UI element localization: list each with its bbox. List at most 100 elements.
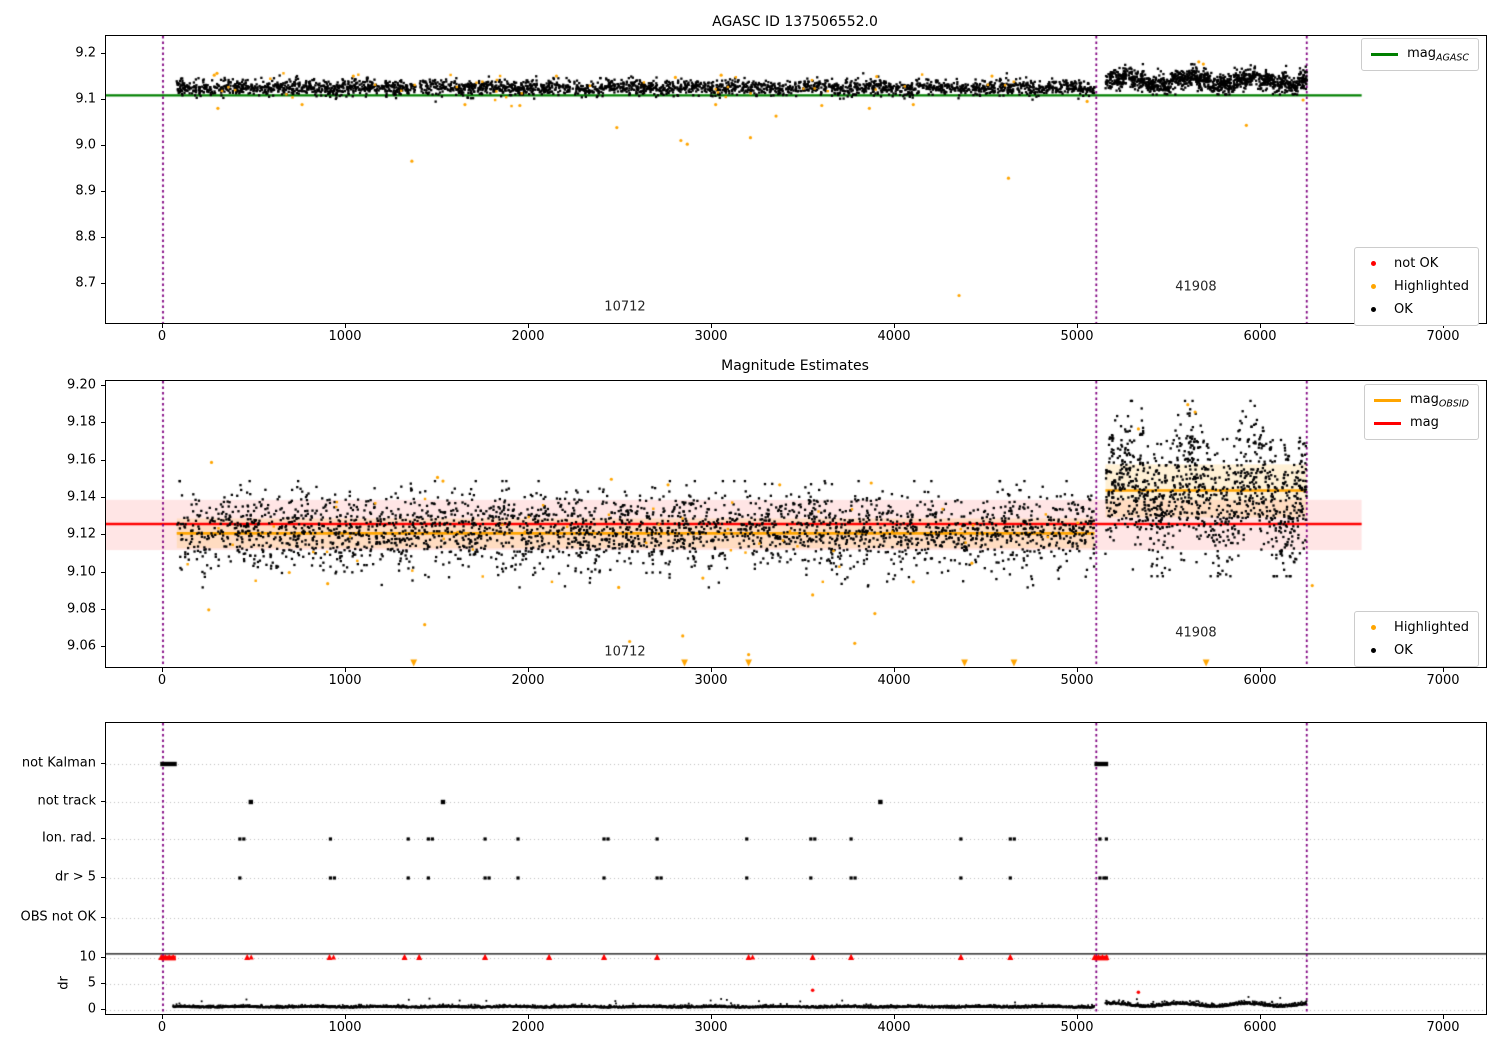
flag-category-label: not track xyxy=(37,793,96,809)
tick-mark xyxy=(1443,1015,1444,1019)
y-tick-label: 9.0 xyxy=(75,137,96,153)
legend-row: Highlighted xyxy=(1364,616,1469,639)
y-tick-label: 8.9 xyxy=(75,183,96,199)
y-tick-label: 9.20 xyxy=(67,377,96,393)
mag-obsid-label: magOBSID xyxy=(1409,391,1469,410)
mag-agasc-label: magAGASC xyxy=(1407,45,1469,64)
tick-mark xyxy=(894,668,895,672)
mag-obsid-line-swatch xyxy=(1373,399,1401,402)
tick-mark xyxy=(101,983,105,984)
y-tick-label: 9.16 xyxy=(67,452,96,468)
tick-mark xyxy=(1077,324,1078,328)
not-ok-marker-icon xyxy=(1371,261,1377,266)
mag-agasc-line-swatch xyxy=(1371,53,1399,56)
legend-mag-lines: magOBSID mag xyxy=(1363,384,1479,440)
tick-mark xyxy=(711,324,712,328)
flag-category-label: OBS not OK xyxy=(20,909,97,925)
top-plot-canvas xyxy=(106,36,1486,323)
middle-plot-canvas xyxy=(106,381,1486,667)
x-tick-label: 3000 xyxy=(694,329,728,344)
dr-tick-label: 0 xyxy=(87,1001,96,1017)
obsid-annotation: 41908 xyxy=(1175,279,1217,295)
obsid-annotation: 41908 xyxy=(1175,625,1217,641)
y-tick-label: 9.2 xyxy=(75,45,96,61)
obsid-annotation: 10712 xyxy=(604,644,646,660)
tick-mark xyxy=(528,668,529,672)
tick-mark xyxy=(1077,668,1078,672)
x-tick-label: 2000 xyxy=(511,1020,545,1035)
flags-plot xyxy=(105,722,1487,1015)
tick-mark xyxy=(101,646,105,648)
tick-mark xyxy=(1443,324,1444,328)
y-tick-label: 8.7 xyxy=(75,275,96,291)
tick-mark xyxy=(711,1015,712,1019)
legend-row: magOBSID xyxy=(1373,389,1469,412)
legend-row: OK xyxy=(1364,639,1469,662)
tick-mark xyxy=(101,877,105,878)
top-plot xyxy=(105,35,1487,324)
x-tick-label: 3000 xyxy=(694,1020,728,1035)
highlighted-marker-icon xyxy=(1371,625,1377,630)
x-tick-label: 5000 xyxy=(1060,673,1094,688)
y-tick-label: 9.06 xyxy=(67,638,96,654)
tick-mark xyxy=(101,534,105,536)
top-plot-title: AGASC ID 137506552.0 xyxy=(712,14,878,30)
mag-line-swatch xyxy=(1373,422,1401,425)
dr-tick-label: 5 xyxy=(87,975,96,991)
tick-mark xyxy=(101,496,105,498)
x-tick-label: 5000 xyxy=(1060,329,1094,344)
tick-mark xyxy=(345,324,346,328)
flag-category-label: Ion. rad. xyxy=(42,830,96,846)
y-tick-label: 9.1 xyxy=(75,91,96,107)
tick-mark xyxy=(101,838,105,839)
tick-mark xyxy=(1260,324,1261,328)
x-tick-label: 2000 xyxy=(511,673,545,688)
x-tick-label: 7000 xyxy=(1426,329,1460,344)
highlighted-label: Highlighted xyxy=(1394,620,1469,635)
tick-mark xyxy=(1077,1015,1078,1019)
tick-mark xyxy=(101,459,105,461)
x-tick-label: 4000 xyxy=(877,329,911,344)
tick-mark xyxy=(101,608,105,610)
tick-mark xyxy=(101,385,105,386)
ok-marker-icon xyxy=(1371,307,1377,312)
ok-label: OK xyxy=(1394,302,1413,317)
x-tick-label: 7000 xyxy=(1426,673,1460,688)
ok-marker-icon xyxy=(1371,648,1377,653)
x-tick-label: 6000 xyxy=(1243,329,1277,344)
tick-mark xyxy=(528,1015,529,1019)
tick-mark xyxy=(101,191,105,192)
tick-mark xyxy=(101,237,105,238)
tick-mark xyxy=(101,53,105,54)
tick-mark xyxy=(101,763,105,764)
tick-mark xyxy=(1260,1015,1261,1019)
x-tick-label: 4000 xyxy=(877,1020,911,1035)
y-tick-label: 9.10 xyxy=(67,564,96,579)
legend-row: mag xyxy=(1373,412,1469,435)
dr-axis-label: dr xyxy=(56,976,72,990)
tick-mark xyxy=(162,324,163,328)
flag-category-label: not Kalman xyxy=(21,755,96,771)
x-tick-label: 2000 xyxy=(511,329,545,344)
tick-mark xyxy=(345,1015,346,1019)
tick-mark xyxy=(894,1015,895,1019)
legend-row: magAGASC xyxy=(1371,43,1469,66)
x-tick-label: 1000 xyxy=(328,1020,362,1035)
tick-mark xyxy=(528,324,529,328)
y-tick-label: 8.8 xyxy=(75,229,96,245)
tick-mark xyxy=(101,801,105,802)
tick-mark xyxy=(345,668,346,672)
tick-mark xyxy=(101,1009,105,1010)
x-tick-label: 7000 xyxy=(1426,1020,1460,1035)
x-tick-label: 0 xyxy=(157,329,167,344)
tick-mark xyxy=(894,324,895,328)
mag-label: mag xyxy=(1409,414,1439,430)
middle-plot xyxy=(105,380,1487,668)
x-tick-label: 1000 xyxy=(328,329,362,344)
x-tick-label: 1000 xyxy=(328,673,362,688)
tick-mark xyxy=(101,283,105,284)
legend-status-top: not OK Highlighted OK xyxy=(1354,247,1479,326)
x-tick-label: 5000 xyxy=(1060,1020,1094,1035)
x-tick-label: 6000 xyxy=(1243,1020,1277,1035)
